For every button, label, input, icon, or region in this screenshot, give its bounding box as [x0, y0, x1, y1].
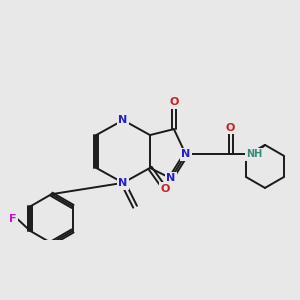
Text: F: F — [9, 214, 16, 224]
Text: O: O — [169, 97, 178, 107]
Text: N: N — [166, 173, 176, 183]
Text: N: N — [118, 178, 128, 188]
Text: NH: NH — [246, 149, 262, 160]
Text: O: O — [160, 184, 170, 194]
Text: N: N — [181, 149, 190, 160]
Text: O: O — [226, 123, 235, 133]
Text: N: N — [118, 115, 128, 125]
